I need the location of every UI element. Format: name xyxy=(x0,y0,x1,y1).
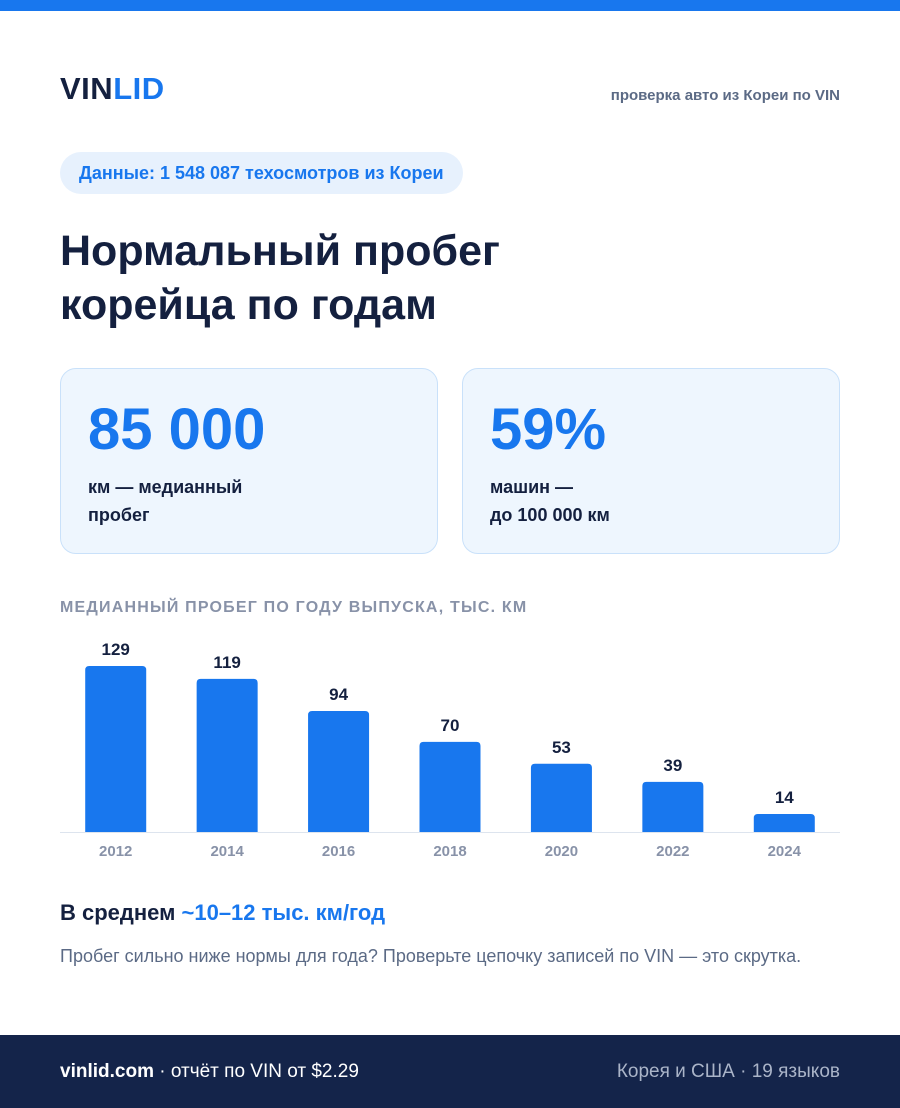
bar-value-label: 119 xyxy=(213,653,240,672)
x-tick-label: 2020 xyxy=(545,843,578,860)
footer-left: vinlid.com · отчёт по VIN от $2.29 xyxy=(60,1061,359,1083)
bar-2024 xyxy=(753,813,815,832)
footer-offer: · отчёт по VIN от $2.29 xyxy=(153,1061,359,1082)
bar-2014 xyxy=(196,678,258,832)
logo-part-lid: LID xyxy=(113,71,165,106)
average-prefix: В среднем xyxy=(60,900,182,925)
bar-2022 xyxy=(642,781,704,832)
stat-card-median-mileage: 85 000 км — медианный пробег xyxy=(60,368,438,554)
data-source-badge: Данные: 1 548 087 техосмотров из Кореи xyxy=(60,152,463,194)
bar-2020 xyxy=(530,763,592,832)
vinlid-logo[interactable]: VINLID xyxy=(60,71,165,107)
x-tick-label: 2024 xyxy=(768,843,802,860)
bar-2018 xyxy=(419,741,481,832)
x-tick-label: 2022 xyxy=(656,843,689,860)
stat-caption-line-1: км — медианный xyxy=(88,477,243,497)
footer-coverage: Корея и США · 19 языков xyxy=(616,1061,840,1082)
stat-caption: км — медианный пробег xyxy=(88,473,242,529)
stat-caption-line-2: пробег xyxy=(88,505,150,525)
stat-card-share-under-100k: 59% машин — до 100 000 км xyxy=(462,368,840,554)
stat-caption-line-1: машин — xyxy=(490,477,574,497)
page-title: Нормальный пробег корейца по годам xyxy=(60,224,840,332)
bar-value-label: 129 xyxy=(102,640,130,659)
bar-value-label: 53 xyxy=(552,738,571,757)
page-title-line-2: корейца по годам xyxy=(60,281,437,329)
average-mileage-line: В среднем ~10–12 тыс. км/год xyxy=(60,899,385,927)
x-tick-label: 2018 xyxy=(433,843,466,860)
bar-value-label: 70 xyxy=(441,716,460,735)
bar-2012 xyxy=(85,666,147,832)
top-accent-bar xyxy=(0,0,900,11)
stat-caption-line-2: до 100 000 км xyxy=(490,505,610,525)
x-tick-label: 2012 xyxy=(99,843,132,860)
bar-value-label: 39 xyxy=(663,756,682,775)
stat-value: 85 000 xyxy=(88,397,266,462)
x-tick-label: 2014 xyxy=(210,843,244,860)
rollback-note: Пробег сильно ниже нормы для года? Прове… xyxy=(60,946,802,966)
stat-caption: машин — до 100 000 км xyxy=(490,473,610,529)
page-title-line-1: Нормальный пробег xyxy=(60,227,500,275)
x-tick-label: 2016 xyxy=(322,843,355,860)
chart-title: МЕДИАННЫЙ ПРОБЕГ ПО ГОДУ ВЫПУСКА, ТЫС. К… xyxy=(60,599,528,616)
bar-value-label: 94 xyxy=(329,685,348,704)
header-tagline: проверка авто из Кореи по VIN xyxy=(610,87,840,104)
footer-site-link[interactable]: vinlid.com xyxy=(60,1061,154,1082)
bar-2016 xyxy=(308,711,370,832)
mileage-bar-chart: 129 2012 119 2014 94 2016 70 2018 53 2020 39 2022 14… xyxy=(60,640,840,860)
average-highlight: ~10–12 тыс. км/год xyxy=(181,900,386,925)
stat-value: 59% xyxy=(490,397,607,462)
logo-part-vin: VIN xyxy=(60,71,114,106)
footer: vinlid.com · отчёт по VIN от $2.29 Корея… xyxy=(0,1035,900,1108)
bar-value-label: 14 xyxy=(775,788,794,807)
